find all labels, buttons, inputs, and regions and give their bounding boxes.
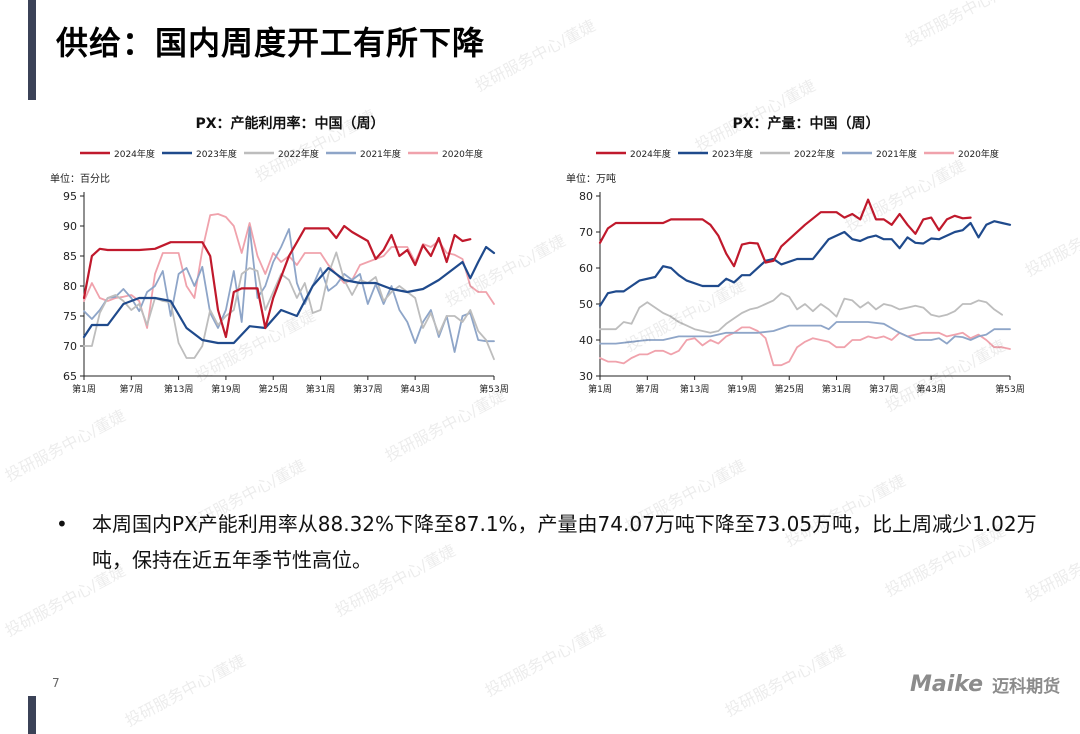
- c1-x-tick-label: 第7周: [635, 383, 659, 395]
- c0-y-tick-label: 70: [63, 340, 77, 353]
- c0-y-tick-label: 80: [63, 280, 77, 293]
- c0-legend-item-2020: 2020年度: [408, 148, 483, 160]
- c1-x-tick-label: 第37周: [869, 383, 898, 395]
- c0-series-line-2021: [83, 226, 495, 353]
- c0-legend-label-2022: 2022年度: [278, 148, 319, 160]
- c1-legend-label-2023: 2023年度: [712, 148, 753, 160]
- chart-utilization: PX：产能利用率：中国（周） 2024年度 2023年度 2022年度 2021年度 20…: [40, 108, 540, 408]
- c0-x-tick-label: 第37周: [353, 383, 382, 395]
- c0-series-line-2022: [83, 251, 495, 361]
- c1-legend-item-2021: 2021年度: [842, 148, 917, 160]
- summary-text: 本周国内PX产能利用率从88.32%下降至87.1%，产量由74.07万吨下降至…: [92, 512, 1037, 572]
- c1-title: PX：产量：中国（周）: [732, 115, 879, 132]
- c1-legend-label-2020: 2020年度: [958, 148, 999, 160]
- title-accent-bar: [28, 0, 36, 100]
- c1-x-tick-label: 第13周: [680, 383, 709, 395]
- chart-output: PX：产量：中国（周） 2024年度 2023年度 2022年度 2021年度 2020年…: [556, 108, 1056, 408]
- c0-series-line-2023: [82, 245, 496, 345]
- c1-x-tick-label: 第53周: [995, 383, 1024, 395]
- c0-x-tick-label: 第1周: [72, 383, 96, 395]
- c0-x-tick-label: 第25周: [259, 383, 288, 395]
- c0-legend-label-2024: 2024年度: [114, 148, 155, 160]
- c0-legend-label-2021: 2021年度: [360, 148, 401, 160]
- c1-legend-item-2024: 2024年度: [596, 148, 671, 160]
- c1-unit-label: 单位：万吨: [566, 172, 616, 185]
- bullet-dot: •: [56, 512, 68, 536]
- logo-name: 迈科期货: [992, 677, 1061, 697]
- watermark-text: 投研服务中心/董婕: [471, 15, 599, 96]
- c1-x-tick-label: 第31周: [822, 383, 851, 395]
- c0-legend-label-2020: 2020年度: [442, 148, 483, 160]
- summary-bullet: • 本周国内PX产能利用率从88.32%下降至87.1%，产量由74.07万吨下…: [56, 506, 1056, 578]
- c0-x-tick-label: 第7周: [119, 383, 143, 395]
- c1-series-line-2024: [598, 198, 972, 268]
- c1-series-line-2022: [599, 292, 1003, 334]
- c1-legend-label-2022: 2022年度: [794, 148, 835, 160]
- c1-y-tick-label: 40: [579, 334, 593, 347]
- c1-series-line-2020: [599, 326, 1011, 367]
- page-number: 7: [52, 676, 60, 690]
- c1-x-tick-label: 第1周: [588, 383, 612, 395]
- c1-y-tick-label: 80: [579, 190, 593, 203]
- c0-y-tick-label: 85: [63, 250, 77, 263]
- chart-output-svg: PX：产量：中国（周） 2024年度 2023年度 2022年度 2021年度 2020年…: [566, 115, 1025, 395]
- watermark-text: 投研服务中心/董婕: [481, 620, 609, 701]
- c1-series-line-2023: [598, 220, 1012, 307]
- c0-legend-item-2023: 2023年度: [162, 148, 237, 160]
- c0-title: PX：产能利用率：中国（周）: [195, 115, 384, 132]
- c1-y-tick-label: 50: [579, 298, 593, 311]
- c1-series-line-2021: [599, 321, 1011, 345]
- c0-legend-item-2021: 2021年度: [326, 148, 401, 160]
- c0-y-tick-label: 90: [63, 220, 77, 233]
- c1-x-tick-label: 第25周: [775, 383, 804, 395]
- c0-x-tick-label: 第53周: [479, 383, 508, 395]
- c0-y-tick-label: 95: [63, 190, 77, 203]
- c0-x-tick-label: 第13周: [164, 383, 193, 395]
- c0-legend-item-2022: 2022年度: [244, 148, 319, 160]
- watermark-text: 投研服务中心/董婕: [121, 650, 249, 731]
- c0-series-line-2024: [82, 224, 472, 339]
- watermark-text: 投研服务中心/董婕: [1, 405, 129, 486]
- c1-legend-item-2022: 2022年度: [760, 148, 835, 160]
- c0-y-tick-label: 75: [63, 310, 77, 323]
- c0-x-tick-label: 第31周: [306, 383, 335, 395]
- c1-legend-item-2023: 2023年度: [678, 148, 753, 160]
- footer-accent-bar: [28, 696, 36, 734]
- c1-legend-item-2020: 2020年度: [924, 148, 999, 160]
- c0-legend-item-2024: 2024年度: [80, 148, 155, 160]
- watermark-text: 投研服务中心/董婕: [901, 0, 1029, 51]
- c1-y-tick-label: 60: [579, 262, 593, 275]
- c0-x-tick-label: 第43周: [400, 383, 429, 395]
- company-logo: Maike 迈科期货: [910, 672, 1060, 702]
- c0-unit-label: 单位：百分比: [50, 172, 110, 185]
- c0-x-tick-label: 第19周: [211, 383, 240, 395]
- c1-y-tick-label: 70: [579, 226, 593, 239]
- watermark-text: 投研服务中心/董婕: [721, 640, 849, 721]
- logo-mark: Maike: [910, 672, 984, 697]
- c1-legend-label-2024: 2024年度: [630, 148, 671, 160]
- c1-x-tick-label: 第19周: [727, 383, 756, 395]
- chart-utilization-svg: PX：产能利用率：中国（周） 2024年度 2023年度 2022年度 2021年度 20…: [50, 115, 509, 395]
- c1-y-tick-label: 30: [579, 370, 593, 383]
- page-title: 供给：国内周度开工有所下降: [56, 24, 486, 62]
- c1-x-tick-label: 第43周: [916, 383, 945, 395]
- c0-y-tick-label: 65: [63, 370, 77, 383]
- c0-legend-label-2023: 2023年度: [196, 148, 237, 160]
- c1-legend-label-2021: 2021年度: [876, 148, 917, 160]
